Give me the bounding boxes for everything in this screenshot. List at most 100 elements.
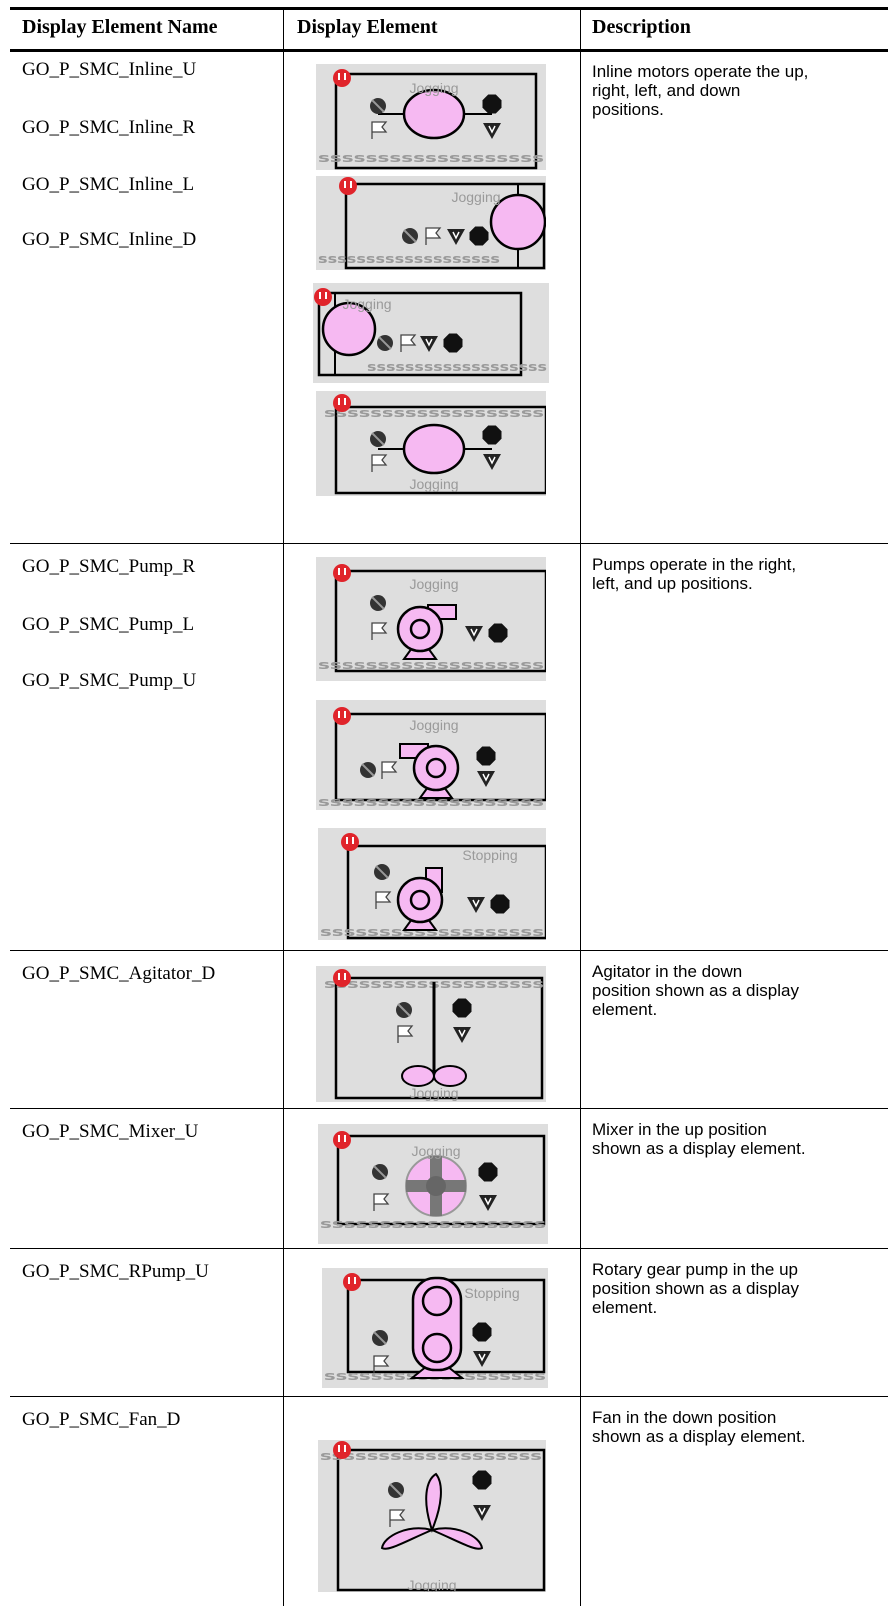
- alarm-icon: [443, 333, 463, 353]
- state-strip: sssssssssssssssssss: [367, 360, 547, 374]
- state-strip: sssssssssssssssssss: [318, 658, 544, 672]
- display-element-image: sssssssssssssssssss Stopping: [318, 828, 546, 940]
- rule: [10, 7, 888, 10]
- mode-mark: [425, 338, 433, 347]
- alarm-icon: [452, 998, 472, 1018]
- alert-icon: [333, 69, 351, 87]
- rule: [10, 1248, 888, 1249]
- alert-mark: [344, 398, 346, 405]
- alert-icon: [343, 1273, 361, 1291]
- header-cell: Display Element Name: [22, 16, 218, 38]
- description-line: Inline motors operate the up,: [592, 62, 809, 81]
- status-text: Jogging: [409, 576, 458, 592]
- alert-mark: [344, 568, 346, 575]
- alarm-icon: [472, 1470, 492, 1490]
- alarm-icon: [478, 1162, 498, 1182]
- alert-icon: [333, 1441, 351, 1459]
- mode-mark: [478, 1507, 486, 1516]
- description-line: shown as a display element.: [592, 1139, 806, 1158]
- gear: [421, 1285, 453, 1317]
- flag-icon: [381, 761, 398, 779]
- description-line: left, and up positions.: [592, 574, 753, 593]
- mode-mark: [452, 231, 460, 240]
- frame: [334, 569, 546, 673]
- flag-icon: [373, 1193, 390, 1211]
- fan-blade: [428, 1527, 484, 1550]
- state-strip: sssssssssssssssssss: [318, 252, 500, 266]
- stop-slash: [371, 596, 385, 610]
- frame: [317, 291, 523, 377]
- mode-mark: [458, 1029, 466, 1038]
- gear: [421, 1332, 453, 1364]
- mode-mark: [470, 628, 478, 637]
- stop-slash: [375, 865, 389, 879]
- flag-icon: [371, 622, 388, 640]
- alert-mark: [344, 181, 346, 188]
- status-text: Jogging: [411, 1143, 460, 1159]
- mode-mark: [482, 773, 490, 782]
- fan-blade: [380, 1527, 436, 1550]
- alert-mark: [350, 181, 352, 188]
- stop-slash: [371, 432, 385, 446]
- mode-mark: [478, 1353, 486, 1362]
- element-name: GO_P_SMC_Fan_D: [22, 1409, 181, 1430]
- alert-mark: [344, 1445, 346, 1452]
- stop-slash: [373, 1331, 387, 1345]
- pump-impeller: [425, 757, 447, 779]
- description-line: Fan in the down position: [592, 1408, 777, 1427]
- alert-mark: [344, 711, 346, 718]
- flag-icon: [389, 1509, 406, 1527]
- element-name: GO_P_SMC_Inline_R: [22, 117, 196, 138]
- frame: [336, 1134, 546, 1226]
- motor: [402, 423, 466, 475]
- stop-slash: [373, 1165, 387, 1179]
- description-line: position shown as a display: [592, 981, 799, 1000]
- stop-slash: [403, 229, 417, 243]
- stop-slash: [371, 99, 385, 113]
- rule: [10, 1396, 888, 1397]
- flag-icon: [371, 121, 388, 139]
- alert-icon: [333, 394, 351, 412]
- alert-icon: [333, 707, 351, 725]
- alert-icon: [341, 833, 359, 851]
- element-name: GO_P_SMC_Inline_U: [22, 59, 197, 80]
- description-line: element.: [592, 1000, 658, 1019]
- stop-slash: [397, 1003, 411, 1017]
- description-line: Rotary gear pump in the up: [592, 1260, 799, 1279]
- status-text: Stopping: [464, 1285, 519, 1301]
- status-text: Jogging: [409, 476, 458, 492]
- alert-mark: [344, 973, 346, 980]
- frame: [334, 976, 544, 1100]
- pump-impeller: [409, 889, 431, 911]
- description-line: element.: [592, 1298, 658, 1317]
- status-text: Stopping: [462, 847, 517, 863]
- frame: [334, 72, 538, 170]
- mixer-hub: [426, 1176, 446, 1196]
- mode-mark: [472, 899, 480, 908]
- description-line: Pumps operate in the right,: [592, 555, 797, 574]
- alarm-icon: [469, 226, 489, 246]
- alert-icon: [333, 564, 351, 582]
- alert-mark: [344, 1135, 346, 1142]
- description-line: Mixer in the up position: [592, 1120, 767, 1139]
- alert-mark: [346, 837, 348, 844]
- header-cell: Description: [592, 16, 691, 38]
- mode-mark: [488, 125, 496, 134]
- flag-icon: [371, 454, 388, 472]
- rule: [10, 1108, 888, 1109]
- rule: [10, 49, 888, 52]
- element-name: GO_P_SMC_Pump_L: [22, 614, 195, 635]
- blade: [433, 1065, 467, 1087]
- rule: [10, 950, 888, 951]
- alert-mark: [338, 973, 340, 980]
- alarm-icon: [482, 94, 502, 114]
- status-text: Jogging: [409, 1085, 458, 1101]
- alert-mark: [338, 398, 340, 405]
- stop-slash: [389, 1483, 403, 1497]
